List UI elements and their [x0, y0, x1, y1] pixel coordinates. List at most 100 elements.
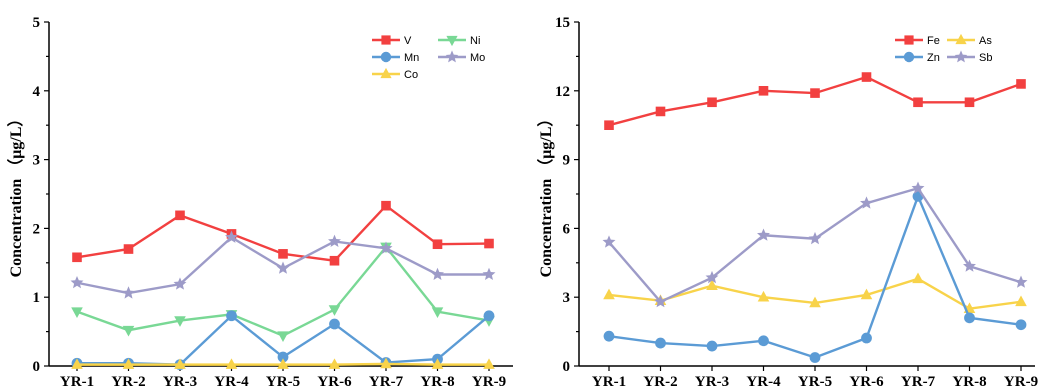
data-point-sb: [654, 294, 667, 308]
data-point-v: [432, 239, 443, 250]
legend-marker-mo: [445, 50, 459, 63]
series-line-sb: [608, 186, 1022, 304]
data-point-sb: [860, 196, 873, 209]
data-point-ni: [122, 325, 135, 337]
data-point-as: [860, 288, 873, 300]
chart-panel-1: 0 1 2 3 4 5 YR-1 YR-2 YR-3 YR-4 YR-5 YR-6 YR-7 YR-8 YR…: [7, 15, 513, 389]
data-point-fe: [964, 97, 975, 108]
data-point-mo: [482, 267, 496, 280]
data-point-fe: [707, 97, 717, 108]
x-tick-label: YR-6: [317, 374, 352, 389]
y-tick-label: 0: [563, 359, 571, 375]
data-point-sb: [602, 235, 616, 248]
y-tick-label: 5: [33, 15, 41, 31]
series-v: [72, 200, 494, 266]
data-point-ni: [174, 316, 186, 327]
legend-marker-sb: [954, 50, 968, 63]
data-point-zn: [706, 340, 718, 352]
y-tick-label: 3: [563, 290, 571, 306]
y-tick-label: 12: [555, 84, 570, 100]
legend-marker-co: [380, 67, 392, 79]
legend-label-v: V: [404, 35, 412, 47]
data-point-fe: [913, 97, 923, 108]
data-point-co: [225, 358, 238, 369]
data-point-mo: [173, 277, 187, 290]
data-point-co: [277, 358, 289, 369]
y-tick-label: 1: [33, 290, 41, 306]
x-tick-label: YR-5: [798, 374, 832, 389]
data-point-v: [123, 244, 134, 254]
y-tick-label: 15: [555, 15, 570, 31]
data-point-fe: [810, 88, 820, 98]
data-point-v: [72, 252, 82, 263]
data-point-co: [431, 358, 444, 369]
data-point-sb: [757, 228, 770, 241]
series-zn: [603, 190, 1027, 363]
data-point-zn: [603, 330, 615, 342]
series-line-fe: [608, 75, 1022, 127]
series-fe: [604, 72, 1026, 130]
data-point-zn: [758, 335, 769, 347]
x-tick-label: YR-9: [1004, 374, 1038, 389]
data-point-co: [71, 358, 83, 369]
data-point-as: [809, 296, 821, 308]
x-tick-label: YR-9: [472, 374, 506, 389]
y-tick-label: 4: [33, 84, 41, 100]
x-tick-label: YR-4: [746, 374, 781, 389]
data-point-v: [381, 200, 391, 211]
data-point-sb: [1014, 275, 1028, 288]
x-tick-label: YR-3: [163, 374, 197, 389]
data-point-mn: [277, 351, 289, 363]
data-point-mo: [379, 241, 393, 254]
x-tick-label: YR-8: [420, 374, 454, 389]
legend-label-co: Co: [404, 69, 418, 81]
y-tick-label: 6: [563, 221, 571, 237]
chart-panel-2: 0 3 6 9 12 15 YR-1 YR-2 YR-3 YR-4 YR-5 YR-6 YR-7 YR-8…: [537, 15, 1038, 389]
legend: Fe As Zn Sb: [895, 33, 992, 64]
data-point-ni: [431, 307, 444, 318]
legend-label-mo: Mo: [470, 52, 485, 64]
x-tick-label: YR-1: [60, 374, 94, 389]
data-point-mn: [483, 310, 495, 322]
data-point-co: [483, 358, 495, 369]
data-point-mo: [122, 286, 135, 299]
data-point-v: [329, 255, 340, 266]
legend-label-as: As: [979, 35, 992, 47]
data-point-v: [278, 249, 288, 259]
y-tick-label: 0: [33, 359, 41, 375]
y-tick-label: 2: [33, 221, 41, 237]
data-point-mo: [431, 267, 444, 280]
data-point-mo: [276, 261, 290, 274]
data-point-mn: [226, 310, 237, 322]
legend-marker-as: [955, 33, 967, 45]
legend-label-fe: Fe: [927, 35, 940, 47]
data-point-fe: [655, 106, 666, 117]
data-point-co: [328, 358, 341, 369]
legend-marker-ni: [446, 35, 458, 47]
x-tick-label: YR-8: [952, 374, 986, 389]
legend-marker-mn: [380, 51, 392, 63]
data-point-as: [912, 272, 924, 284]
x-tick-label: YR-7: [901, 374, 936, 389]
data-point-zn: [964, 312, 975, 324]
data-point-sb: [963, 259, 976, 272]
data-point-mo: [70, 275, 84, 289]
legend-marker-fe: [904, 35, 914, 45]
data-point-zn: [861, 332, 872, 344]
series-as: [603, 272, 1027, 313]
y-axis-title: Concentration （μg/L）: [7, 111, 25, 278]
x-tick-label: YR-7: [369, 374, 404, 389]
legend-label-ni: Ni: [470, 35, 480, 47]
legend-label-mn: Mn: [404, 52, 419, 64]
data-point-sb: [911, 181, 925, 194]
data-point-sb: [808, 231, 822, 245]
data-point-co: [122, 358, 135, 369]
data-point-v: [484, 238, 494, 249]
series-sb: [602, 181, 1028, 308]
data-point-v: [175, 210, 185, 221]
x-tick-label: YR-2: [643, 374, 677, 389]
data-point-fe: [604, 120, 614, 130]
data-point-as: [603, 288, 615, 300]
